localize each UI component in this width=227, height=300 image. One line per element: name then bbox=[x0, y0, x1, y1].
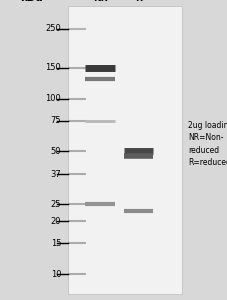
Text: 150: 150 bbox=[46, 63, 61, 72]
Text: 50: 50 bbox=[51, 147, 61, 156]
Text: kDa: kDa bbox=[20, 0, 43, 3]
Bar bbox=[68, 6, 182, 294]
Text: 25: 25 bbox=[51, 200, 61, 209]
Text: 2ug loading
NR=Non-
reduced
R=reduced: 2ug loading NR=Non- reduced R=reduced bbox=[188, 121, 227, 167]
Text: 10: 10 bbox=[51, 269, 61, 278]
Text: NR: NR bbox=[93, 0, 107, 3]
Text: 20: 20 bbox=[51, 217, 61, 226]
Text: 75: 75 bbox=[51, 116, 61, 125]
Text: 250: 250 bbox=[46, 24, 61, 33]
Text: 100: 100 bbox=[46, 94, 61, 103]
Text: 15: 15 bbox=[51, 238, 61, 247]
Text: 37: 37 bbox=[51, 170, 61, 179]
Text: R: R bbox=[135, 0, 142, 3]
